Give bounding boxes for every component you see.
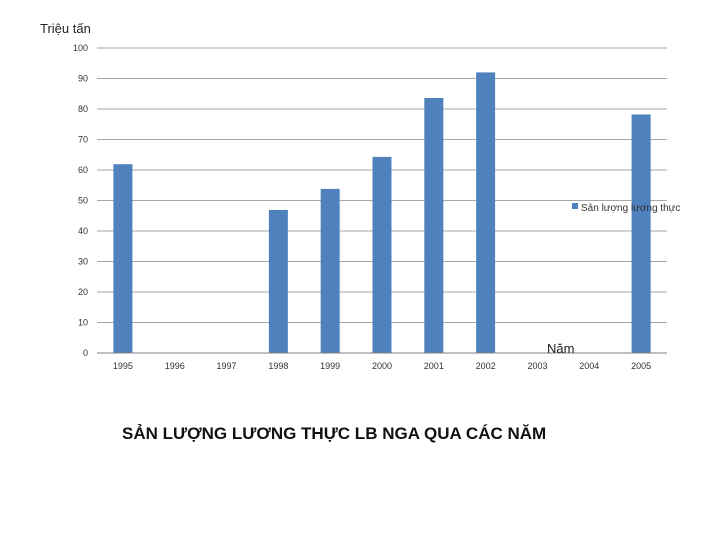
x-tick-label: 1999 xyxy=(320,361,340,371)
x-tick-label: 1996 xyxy=(165,361,185,371)
y-tick-label: 20 xyxy=(78,287,88,297)
bar-2000 xyxy=(372,156,392,353)
legend: Sản lượng lương thực xyxy=(572,203,680,214)
x-tick-label: 2005 xyxy=(631,361,651,371)
bar-1998 xyxy=(268,209,288,353)
x-tick-label: 2004 xyxy=(579,361,599,371)
y-tick-label: 0 xyxy=(83,348,88,358)
y-tick-label: 10 xyxy=(78,318,88,328)
x-tick-label: 2001 xyxy=(424,361,444,371)
y-tick-label: 70 xyxy=(78,135,88,145)
bars xyxy=(113,72,651,354)
x-tick-label: 1998 xyxy=(268,361,288,371)
bar-1995 xyxy=(113,164,133,353)
x-tick-label: 1997 xyxy=(217,361,237,371)
chart-title: SẢN LƯỢNG LƯƠNG THỰC LB NGA QUA CÁC NĂM xyxy=(122,424,547,443)
x-axis-ticks: 1995 1996 1997 1998 1999 2000 2001 2002 2003 2004… xyxy=(113,361,651,371)
x-tick-label: 1995 xyxy=(113,361,133,371)
y-tick-label: 40 xyxy=(78,226,88,236)
y-tick-label: 30 xyxy=(78,257,88,267)
bar-2005 xyxy=(631,114,651,354)
x-tick-label: 2000 xyxy=(372,361,392,371)
bar-2002 xyxy=(476,72,496,354)
y-tick-label: 60 xyxy=(78,165,88,175)
y-tick-label: 90 xyxy=(78,74,88,84)
bar-2001 xyxy=(424,98,444,354)
y-axis-ticks: 0 10 20 30 40 50 60 70 80 90 100 xyxy=(73,43,88,358)
y-axis-label: Triệu tấn xyxy=(40,21,91,36)
y-tick-label: 50 xyxy=(78,196,88,206)
x-tick-label: 2003 xyxy=(527,361,547,371)
y-tick-label: 80 xyxy=(78,104,88,114)
bar-1999 xyxy=(320,188,340,353)
x-axis-label: Năm xyxy=(547,341,574,356)
legend-label: Sản lượng lương thực xyxy=(581,203,680,214)
y-tick-label: 100 xyxy=(73,43,88,53)
x-tick-label: 2002 xyxy=(476,361,496,371)
legend-swatch xyxy=(572,203,578,209)
